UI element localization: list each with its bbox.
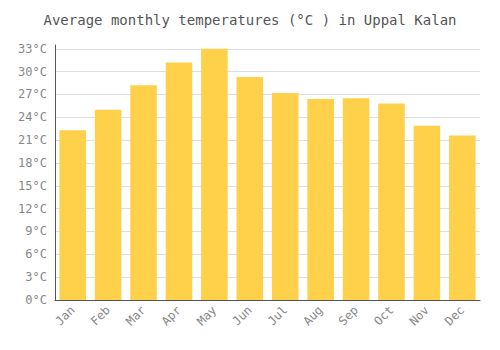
svg-text:Nov: Nov <box>407 303 432 328</box>
svg-text:9°C: 9°C <box>25 224 47 238</box>
svg-text:6°C: 6°C <box>25 247 47 261</box>
svg-text:Sep: Sep <box>336 303 361 328</box>
svg-text:3°C: 3°C <box>25 270 47 284</box>
svg-text:21°C: 21°C <box>18 133 47 147</box>
svg-text:Feb: Feb <box>88 303 113 328</box>
svg-text:24°C: 24°C <box>18 110 47 124</box>
svg-text:0°C: 0°C <box>25 293 47 307</box>
svg-text:Jun: Jun <box>230 303 255 328</box>
svg-text:Apr: Apr <box>159 303 184 328</box>
svg-text:Jul: Jul <box>265 303 290 328</box>
svg-text:12°C: 12°C <box>18 202 47 216</box>
svg-text:15°C: 15°C <box>18 179 47 193</box>
svg-text:Mar: Mar <box>123 303 148 328</box>
svg-text:33°C: 33°C <box>18 42 47 56</box>
svg-text:18°C: 18°C <box>18 156 47 170</box>
svg-text:Aug: Aug <box>300 303 325 328</box>
svg-text:May: May <box>194 303 219 328</box>
svg-text:30°C: 30°C <box>18 65 47 79</box>
svg-text:27°C: 27°C <box>18 87 47 101</box>
svg-text:Jan: Jan <box>52 303 77 328</box>
svg-text:Oct: Oct <box>371 303 396 328</box>
svg-text:Dec: Dec <box>442 303 467 328</box>
svg-text:Average monthly temperatures (: Average monthly temperatures (°C ) in Up… <box>43 12 456 28</box>
